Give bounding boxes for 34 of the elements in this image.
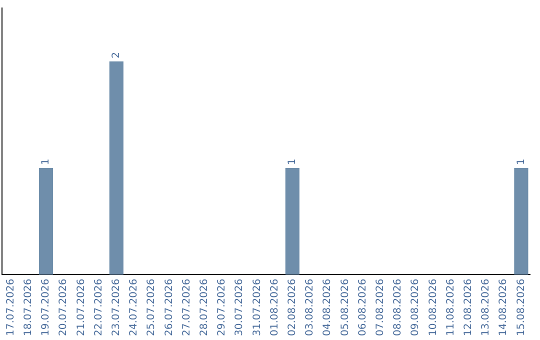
data-label: 1	[286, 158, 298, 166]
x-tick-label: 17.07.2026	[5, 278, 16, 336]
x-tick-label: 26.07.2026	[164, 278, 175, 336]
x-tick-label: 27.07.2026	[181, 278, 192, 336]
x-tick-label: 29.07.2026	[216, 278, 228, 336]
x-tick-label: 22.07.2026	[93, 278, 104, 336]
x-tick-label: 09.08.2026	[410, 278, 422, 336]
x-tick-label: 15.08.2026	[516, 278, 527, 336]
x-tick-label: 20.07.2026	[58, 278, 70, 336]
x-tick-label: 11.08.2026	[445, 278, 456, 336]
x-tick-label: 18.07.2026	[22, 278, 34, 336]
x-tick-label: 21.07.2026	[76, 278, 87, 336]
x-tick-label: 08.08.2026	[392, 278, 404, 336]
x-tick-label: 02.08.2026	[286, 278, 298, 336]
x-tick-label: 05.08.2026	[340, 278, 351, 336]
data-label: 2	[110, 52, 122, 58]
x-tick-label: 31.07.2026	[252, 278, 263, 336]
x-tick-label: 24.07.2026	[128, 278, 140, 336]
x-tick-label: 13.08.2026	[480, 278, 492, 336]
x-tick-label: 30.07.2026	[234, 278, 246, 336]
x-tick-label: 25.07.2026	[146, 278, 158, 336]
data-label: 1	[516, 158, 527, 166]
x-tick-label: 28.07.2026	[198, 278, 210, 336]
x-tick-label: 07.08.2026	[374, 278, 386, 336]
x-tick-label: 01.08.2026	[269, 278, 280, 336]
x-tick-label: 12.08.2026	[462, 278, 474, 336]
x-tick-label: 04.08.2026	[322, 278, 334, 336]
x-tick-label: 06.08.2026	[357, 278, 368, 336]
x-tick-label: 19.07.2026	[40, 278, 52, 336]
data-label: 1	[40, 158, 52, 166]
x-tick-label: 14.08.2026	[498, 278, 510, 336]
x-tick-label: 10.08.2026	[428, 278, 439, 336]
x-tick-label: 23.07.2026	[110, 278, 122, 336]
x-tick-label: 03.08.2026	[304, 278, 316, 336]
